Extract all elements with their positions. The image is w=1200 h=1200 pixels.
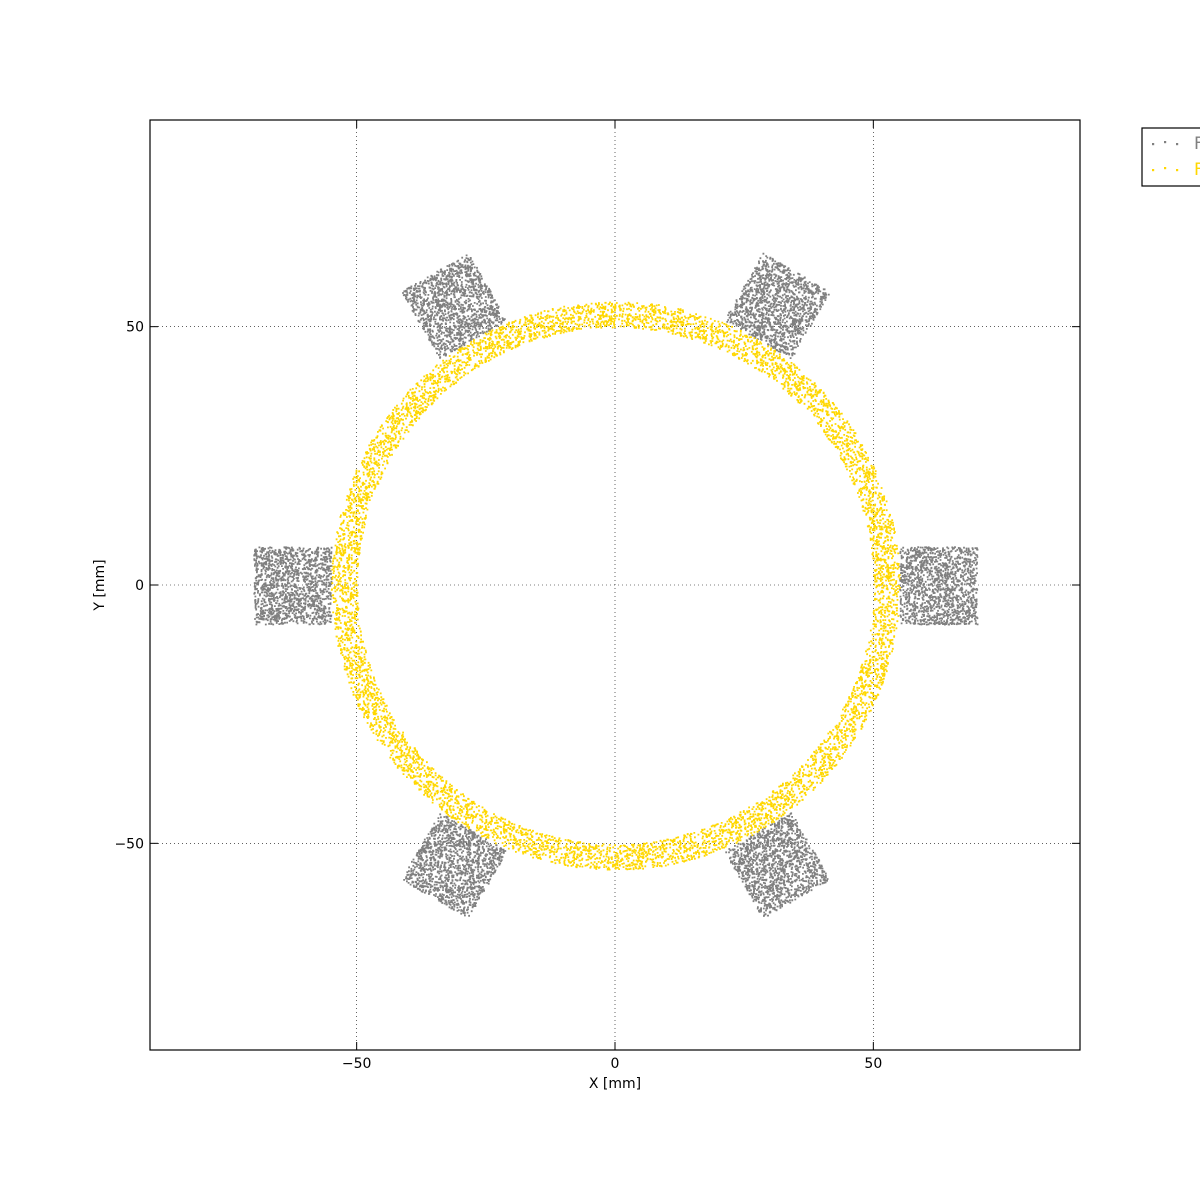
axis-ticks: −50 0 50 −50 0 50 — [114, 120, 1080, 1072]
legend-dot — [1152, 169, 1155, 172]
y-tick-label: 50 — [126, 320, 144, 336]
y-tick-label: −50 — [114, 836, 144, 852]
plot-frame — [149, 119, 1081, 1051]
x-axis-label: X [mm] — [589, 1076, 641, 1092]
x-tick-label: 50 — [864, 1056, 882, 1072]
y-tick-label: 0 — [135, 578, 144, 594]
legend-dot — [1164, 141, 1167, 144]
legend-marker-grey — [1152, 141, 1179, 146]
legend-label-grey: F — [1194, 134, 1200, 154]
legend-marker-yellow — [1152, 167, 1179, 172]
legend-dot — [1176, 169, 1179, 172]
legend-box — [1141, 127, 1200, 187]
legend-label-yellow: F — [1194, 160, 1200, 180]
legend-dot — [1176, 143, 1179, 146]
x-tick-label: −50 — [342, 1056, 372, 1072]
legend-dot — [1164, 167, 1167, 170]
y-axis-label: Y [mm] — [92, 559, 108, 611]
legend-dot — [1152, 143, 1155, 146]
legend: F F — [1141, 127, 1200, 187]
x-tick-label: 0 — [611, 1056, 620, 1072]
